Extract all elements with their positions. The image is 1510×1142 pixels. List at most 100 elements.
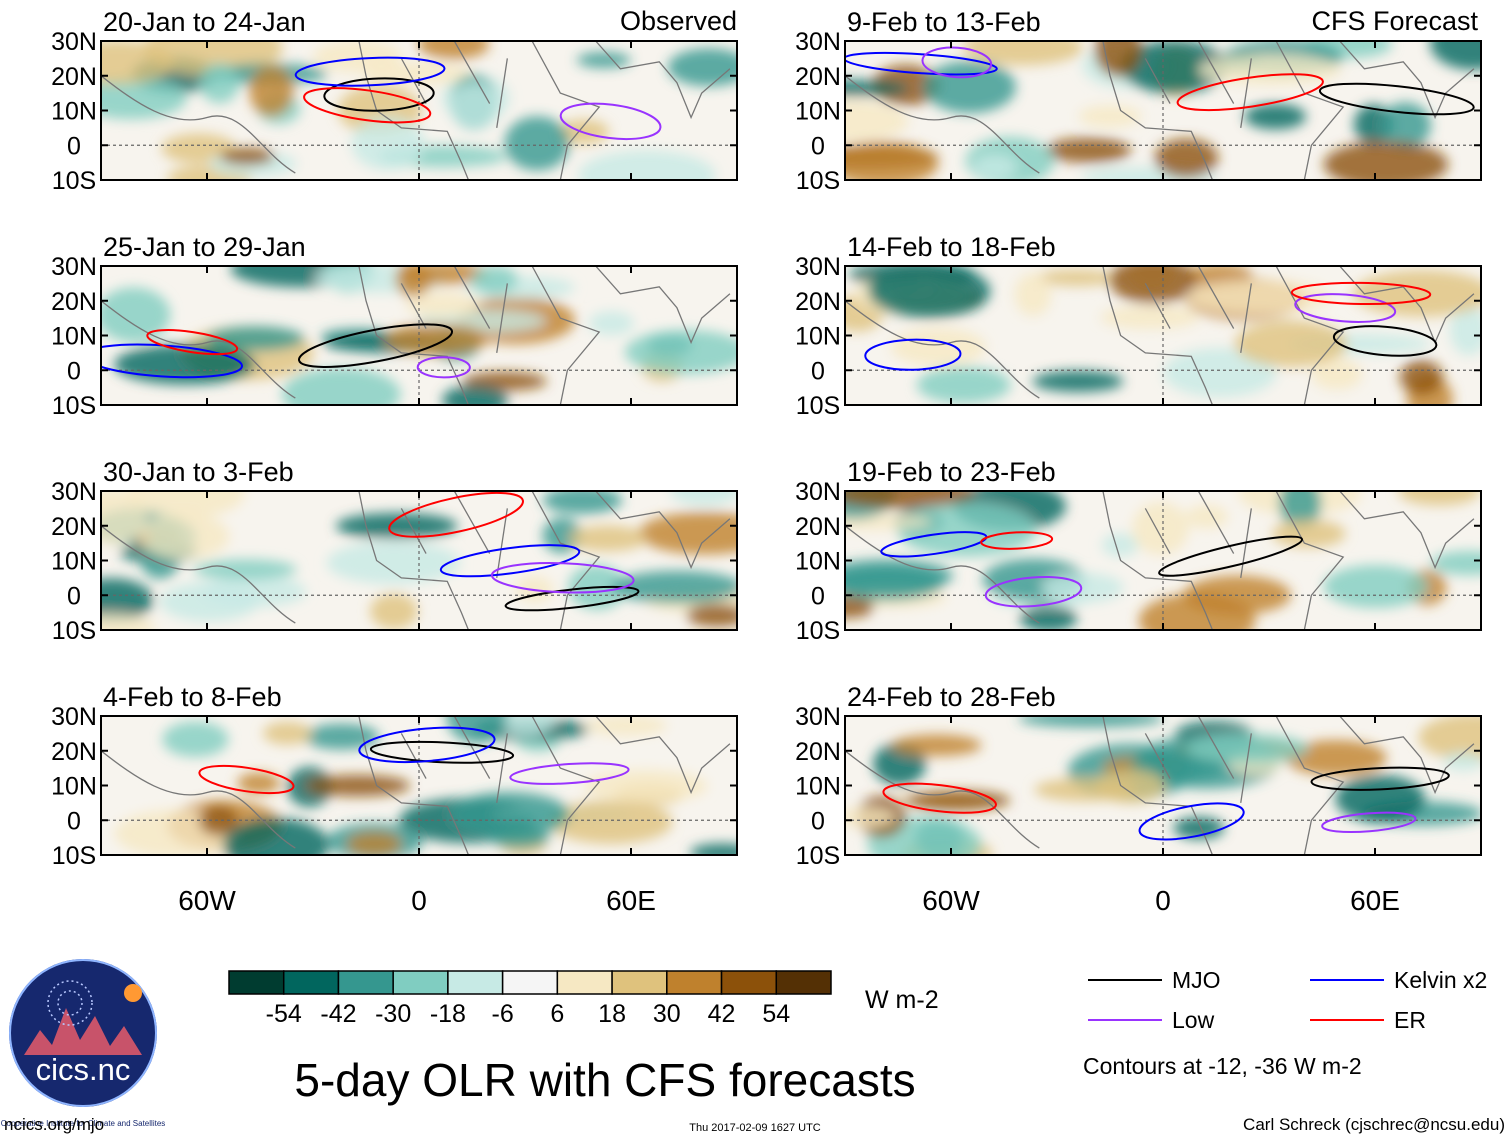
low-contour: [1294, 293, 1397, 323]
wave-contours: [388, 491, 640, 612]
colorbar-label: 18: [598, 1000, 626, 1028]
colorbar-swatch: [720, 970, 778, 995]
coastlines: [101, 716, 731, 855]
logo-text: cics.nc: [36, 1052, 131, 1087]
wave-contours: [198, 726, 630, 795]
kelvin-x2-contour: [845, 51, 998, 76]
er-contour: [303, 87, 432, 124]
footer-timestamp: Thu 2017-02-09 1627 UTC: [689, 1122, 821, 1134]
kelvin-x2-contour: [294, 56, 446, 87]
y-tick-label: 30N: [51, 703, 97, 731]
legend-label-low: Low: [1172, 1007, 1215, 1033]
wave-contours: [845, 46, 1475, 116]
colorbar-swatch: [337, 970, 394, 995]
y-tick-label: 10S: [52, 392, 96, 420]
coastlines: [101, 491, 731, 630]
olr-field: [845, 41, 1481, 180]
er-contour: [1290, 281, 1432, 306]
y-tick-label: 30N: [795, 253, 841, 281]
y-tick-label: 30N: [795, 28, 841, 56]
y-tick-label: 10N: [51, 323, 97, 351]
olr-field: [114, 716, 737, 855]
logo-ring-text: Cooperative Institute for Climate and Sa…: [1, 1119, 166, 1128]
coastlines: [845, 266, 1475, 405]
y-tick-label: 0: [811, 582, 825, 610]
mjo-contour: [369, 740, 515, 764]
low-contour: [1321, 811, 1417, 834]
colorbar-label: -18: [430, 1000, 466, 1028]
colorbar-label: 6: [550, 1000, 564, 1028]
low-contour: [490, 562, 635, 594]
er-contour: [1176, 73, 1324, 112]
y-tick-label: 10N: [795, 98, 841, 126]
y-tick-label: 0: [67, 807, 81, 835]
mjo-contour: [1158, 535, 1304, 577]
colorbar-label: 54: [762, 1000, 790, 1028]
er-contour: [980, 531, 1054, 550]
cics-logo: cics.nc Cooperative Institute for Climat…: [1, 959, 166, 1128]
colorbar-swatch: [447, 970, 504, 995]
mjo-contour: [1318, 82, 1475, 116]
coastlines: [845, 41, 1475, 180]
x-axis-labels: 60W 0 60E 60W 0 60E: [178, 885, 1400, 916]
y-tick-label: 30N: [51, 253, 97, 281]
header-cfs-forecast: CFS Forecast: [1311, 6, 1478, 36]
panel-date-range: 19-Feb to 23-Feb: [847, 457, 1056, 487]
olr-field: [845, 266, 1481, 405]
x-tick-label: 60E: [606, 885, 656, 916]
mjo-contour: [1310, 766, 1450, 791]
y-tick-label: 30N: [795, 478, 841, 506]
contour-note: Contours at -12, -36 W m-2: [1083, 1053, 1362, 1079]
colorbar-label: -30: [375, 1000, 411, 1028]
y-tick-label: 10S: [52, 842, 96, 870]
coastlines: [845, 716, 1475, 855]
footer-credit: Carl Schreck (cjschrec@ncsu.edu): [1243, 1115, 1505, 1134]
y-tick-label: 10S: [796, 167, 840, 195]
y-tick-label: 10S: [796, 842, 840, 870]
y-tick-label: 10S: [52, 617, 96, 645]
colorbar-label: -54: [266, 1000, 302, 1028]
olr-field: [845, 491, 1481, 630]
y-tick-label: 20N: [795, 738, 841, 766]
figure-title: 5-day OLR with CFS forecasts: [294, 1054, 915, 1106]
low-contour: [559, 102, 662, 141]
y-tick-label: 20N: [795, 63, 841, 91]
panel-date-range: 24-Feb to 28-Feb: [847, 682, 1056, 712]
er-contour: [198, 764, 295, 795]
kelvin-x2-contour: [358, 726, 496, 764]
mjo-contour: [504, 585, 640, 612]
y-tick-label: 10N: [51, 773, 97, 801]
y-tick-label: 0: [811, 357, 825, 385]
mjo-contour: [323, 77, 435, 112]
y-tick-label: 10S: [52, 167, 96, 195]
coastlines: [101, 41, 731, 180]
wave-contours: [880, 531, 1304, 608]
low-contour: [509, 762, 630, 785]
colorbar-swatch: [501, 970, 559, 995]
er-contour: [388, 491, 524, 538]
er-contour: [146, 329, 239, 356]
y-tick-label: 20N: [51, 513, 97, 541]
colorbar: -54 -42 -30 -18 -6 6 18 30 42 54: [228, 970, 832, 1028]
y-tick-label: 10N: [795, 548, 841, 576]
colorbar-label: 42: [708, 1000, 736, 1028]
panel-date-range: 14-Feb to 18-Feb: [847, 232, 1056, 262]
y-tick-label: 10N: [795, 773, 841, 801]
y-tick-label: 20N: [795, 513, 841, 541]
wave-contours: [882, 766, 1450, 841]
mjo-contour: [297, 323, 454, 368]
wave-contours: [864, 281, 1438, 371]
colorbar-swatch: [666, 970, 723, 995]
panel-date-range: 9-Feb to 13-Feb: [847, 7, 1041, 37]
legend-label-mjo: MJO: [1172, 967, 1221, 993]
y-tick-label: 10N: [51, 98, 97, 126]
kelvin-x2-contour: [864, 338, 962, 371]
y-tick-label: 30N: [795, 703, 841, 731]
panel-date-range: 25-Jan to 29-Jan: [103, 232, 306, 262]
